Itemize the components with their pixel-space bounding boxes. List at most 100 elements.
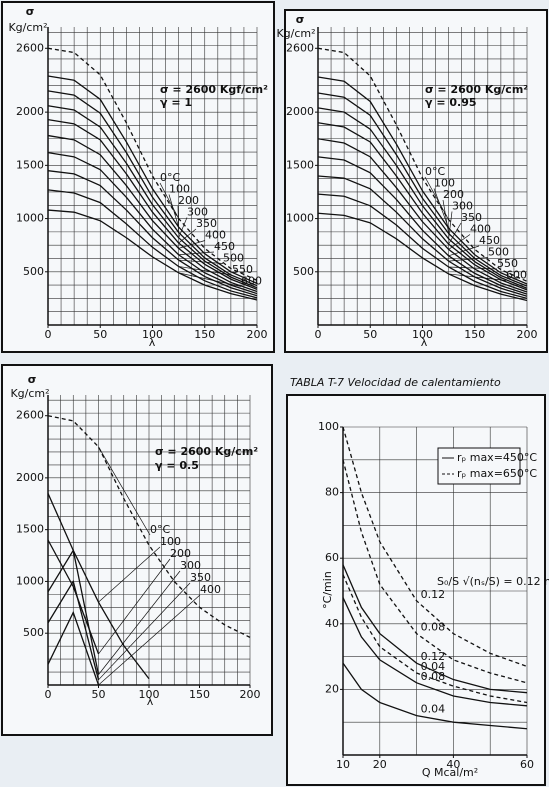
x-tick-label: 40 xyxy=(446,758,460,771)
leader-line xyxy=(448,211,453,239)
curve-label: 450 xyxy=(214,240,235,253)
y-tick-label: 80 xyxy=(325,486,339,499)
leader-line xyxy=(177,205,179,233)
curve-label: 600 xyxy=(506,269,527,282)
curve-label: 400 xyxy=(205,229,226,242)
y-tick-label: 1000 xyxy=(286,212,314,225)
leader-line xyxy=(178,228,197,244)
curve-label: 300 xyxy=(452,200,473,213)
leader-line xyxy=(178,266,233,276)
leader-line xyxy=(448,245,480,257)
y-tick-label: 500 xyxy=(293,265,314,278)
curve-label: 450 xyxy=(479,234,500,247)
curve xyxy=(47,118,258,290)
x-tick-label: 150 xyxy=(464,328,485,341)
curve-label: 100 xyxy=(434,177,455,190)
curve-label: 350 xyxy=(196,217,217,230)
leader-line xyxy=(178,217,188,238)
leader-line xyxy=(178,272,242,287)
leader-line xyxy=(98,446,151,536)
frame xyxy=(284,9,548,353)
curve xyxy=(342,574,528,704)
y-axis-label: °C/min xyxy=(321,571,334,609)
y-axis-unit: Kg/cm² xyxy=(8,21,47,34)
leader-line xyxy=(448,222,462,245)
legend-box xyxy=(437,447,521,485)
curve-label: 500 xyxy=(488,246,509,259)
curve xyxy=(342,662,528,730)
curve-label: 350 xyxy=(190,571,211,584)
x-axis-label: λ xyxy=(149,336,156,349)
leader-line xyxy=(442,199,449,234)
x-tick-label: 150 xyxy=(194,328,215,341)
curve-label: 400 xyxy=(470,223,491,236)
curve xyxy=(47,548,100,675)
leader-line xyxy=(178,259,224,264)
annotation: γ = 0.95 xyxy=(425,96,477,109)
curve-label: 0.12 xyxy=(421,588,446,601)
curve-label: 0°C xyxy=(425,165,445,178)
leader-line xyxy=(98,582,191,681)
leader-line xyxy=(424,176,449,220)
curve xyxy=(317,107,528,289)
curve xyxy=(47,415,251,638)
annotation: σ = 2600 Kgf/cm² xyxy=(160,83,268,96)
curve xyxy=(47,134,258,293)
y-axis-label: σ xyxy=(296,13,305,26)
x-axis-label: λ xyxy=(147,695,154,708)
x-tick-label: 0 xyxy=(45,688,52,701)
curve-label: 100 xyxy=(169,183,190,196)
x-tick-label: 50 xyxy=(363,328,377,341)
curve-label: 200 xyxy=(170,547,191,560)
curve-label: 0.04 xyxy=(421,703,446,716)
y-tick-label: 2000 xyxy=(16,105,44,118)
curve xyxy=(342,564,528,694)
x-tick-label: 10 xyxy=(336,758,350,771)
y-tick-label: 1500 xyxy=(16,523,44,536)
leader-line xyxy=(98,546,161,603)
curve-label: 500 xyxy=(223,252,244,265)
x-tick-label: 100 xyxy=(142,328,163,341)
curve xyxy=(317,156,528,295)
annotation: σ = 2600 Kg/cm² xyxy=(425,83,528,96)
y-tick-label: 40 xyxy=(325,617,339,630)
curve xyxy=(317,175,528,297)
annotation: γ = 1 xyxy=(160,96,192,109)
frame xyxy=(1,364,273,736)
y-axis-label: σ xyxy=(26,5,35,18)
curve xyxy=(47,105,258,289)
annotation: S₀/S √(nₛ/S) = 0.12 m½ xyxy=(437,575,549,588)
curve xyxy=(342,459,528,684)
leader-line xyxy=(448,273,507,281)
curve xyxy=(47,151,258,295)
curve-label: 350 xyxy=(461,211,482,224)
curve xyxy=(342,426,528,668)
curve-label: 600 xyxy=(241,275,262,288)
curve-label: 0.08 xyxy=(421,670,446,683)
curve xyxy=(317,92,528,287)
y-tick-label: 2000 xyxy=(286,105,314,118)
x-tick-label: 100 xyxy=(412,328,433,341)
curve-label: 400 xyxy=(200,583,221,596)
y-tick-label: 500 xyxy=(23,265,44,278)
curve xyxy=(47,579,100,680)
curve xyxy=(47,610,100,686)
curve xyxy=(47,170,258,297)
frame xyxy=(1,1,275,353)
y-tick-label: 100 xyxy=(318,420,339,433)
curve-label: 200 xyxy=(178,194,199,207)
x-axis-label: Q Mcal/m² xyxy=(422,766,478,779)
curve xyxy=(317,122,528,291)
leader-line xyxy=(168,194,179,228)
leader-line xyxy=(448,234,471,250)
x-axis-label: λ xyxy=(421,336,428,349)
leader-line xyxy=(433,188,449,229)
y-tick-label: 1000 xyxy=(16,574,44,587)
x-tick-label: 200 xyxy=(240,688,261,701)
curve-label: 0°C xyxy=(160,171,180,184)
x-tick-label: 50 xyxy=(93,328,107,341)
curve xyxy=(317,193,528,300)
annotation: γ = 0.5 xyxy=(155,459,199,472)
